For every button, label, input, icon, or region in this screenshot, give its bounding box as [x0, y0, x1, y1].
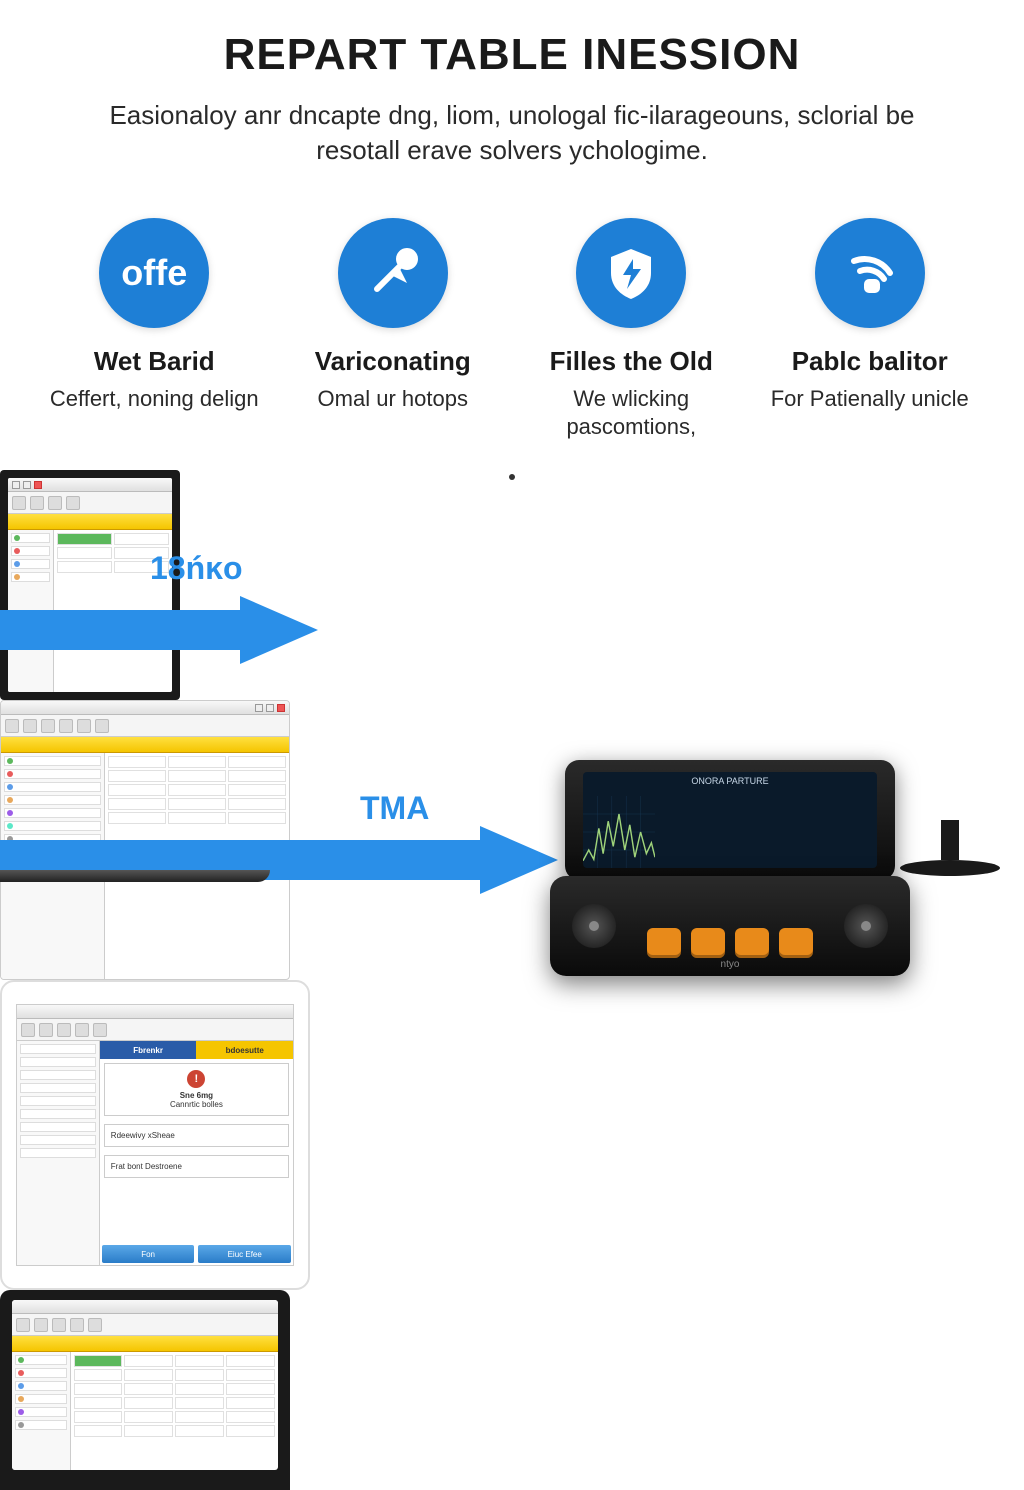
feature-3: Filles the Old We wlicking pascomtions,: [517, 218, 746, 440]
footer-btn-1[interactable]: Fon: [102, 1245, 195, 1263]
joystick-right[interactable]: [844, 904, 888, 948]
button-a[interactable]: [647, 928, 681, 958]
arrow-top-label: 18ńĸo: [150, 550, 242, 587]
arrow-bottom: [0, 820, 560, 900]
tab-2[interactable]: bdoesutte: [196, 1041, 293, 1059]
handheld-screen-title: ONORA PARTURE: [583, 776, 877, 786]
feature-1-desc: Ceffert, noning delign: [50, 385, 259, 413]
devices-area: 18ńĸo TMA: [0, 470, 1024, 950]
feature-1-title: Wet Barid: [94, 346, 215, 377]
page-subtitle: Easionaloy anr dncapte dng, liom, unolog…: [60, 98, 964, 168]
handheld-device: ONORA PARTURE ntyo: [550, 760, 910, 980]
laptop-screen: [12, 1300, 278, 1470]
feature-4-title: Pablc balitor: [792, 346, 948, 377]
feature-3-desc: We wlicking pascomtions,: [517, 385, 746, 440]
footer-btn-2[interactable]: Eiuc Efee: [198, 1245, 291, 1263]
features-row: offe Wet Barid Ceffert, noning delign Va…: [0, 188, 1024, 460]
button-b[interactable]: [691, 928, 725, 958]
tab-1[interactable]: Fbrenkr: [100, 1041, 197, 1059]
signal-icon: [815, 218, 925, 328]
tablet-device: Fbrenkr bdoesutte ! Sne 6mg Cannrtic bol…: [0, 980, 310, 1290]
handheld-screen: ONORA PARTURE: [583, 772, 877, 868]
monitor-stand: [920, 820, 980, 890]
tablet-screen: Fbrenkr bdoesutte ! Sne 6mg Cannrtic bol…: [16, 1004, 294, 1266]
offe-text-icon: offe: [99, 218, 209, 328]
feature-1: offe Wet Barid Ceffert, noning delign: [40, 218, 269, 440]
button-c[interactable]: [735, 928, 769, 958]
shield-bolt-icon: [576, 218, 686, 328]
feature-4-desc: For Patienally unicle: [771, 385, 969, 413]
alert-title: Sne 6mg: [111, 1091, 282, 1100]
option-2[interactable]: Frat bont Destroene: [104, 1155, 289, 1178]
arrow-top: [0, 590, 320, 670]
alert-subtitle: Cannrtic bolles: [111, 1100, 282, 1109]
button-d[interactable]: [779, 928, 813, 958]
feature-4: Pablc balitor For Patienally unicle: [756, 218, 985, 440]
feature-2: Variconating Omal ur hotops: [279, 218, 508, 440]
handheld-brand: ntyo: [721, 959, 740, 970]
handheld-chart: [583, 796, 655, 868]
joystick-left[interactable]: [572, 904, 616, 948]
feature-3-title: Filles the Old: [550, 346, 713, 377]
page-title: REPART TABLE INESSION: [60, 30, 964, 80]
icon-text: offe: [121, 252, 187, 294]
alert-icon: !: [187, 1070, 205, 1088]
option-1[interactable]: Rdeewivy xSheae: [104, 1124, 289, 1147]
laptop-base: [0, 870, 270, 882]
feature-2-title: Variconating: [315, 346, 471, 377]
pointer-icon: [338, 218, 448, 328]
laptop-device: [0, 1290, 290, 1490]
feature-2-desc: Omal ur hotops: [318, 385, 468, 413]
